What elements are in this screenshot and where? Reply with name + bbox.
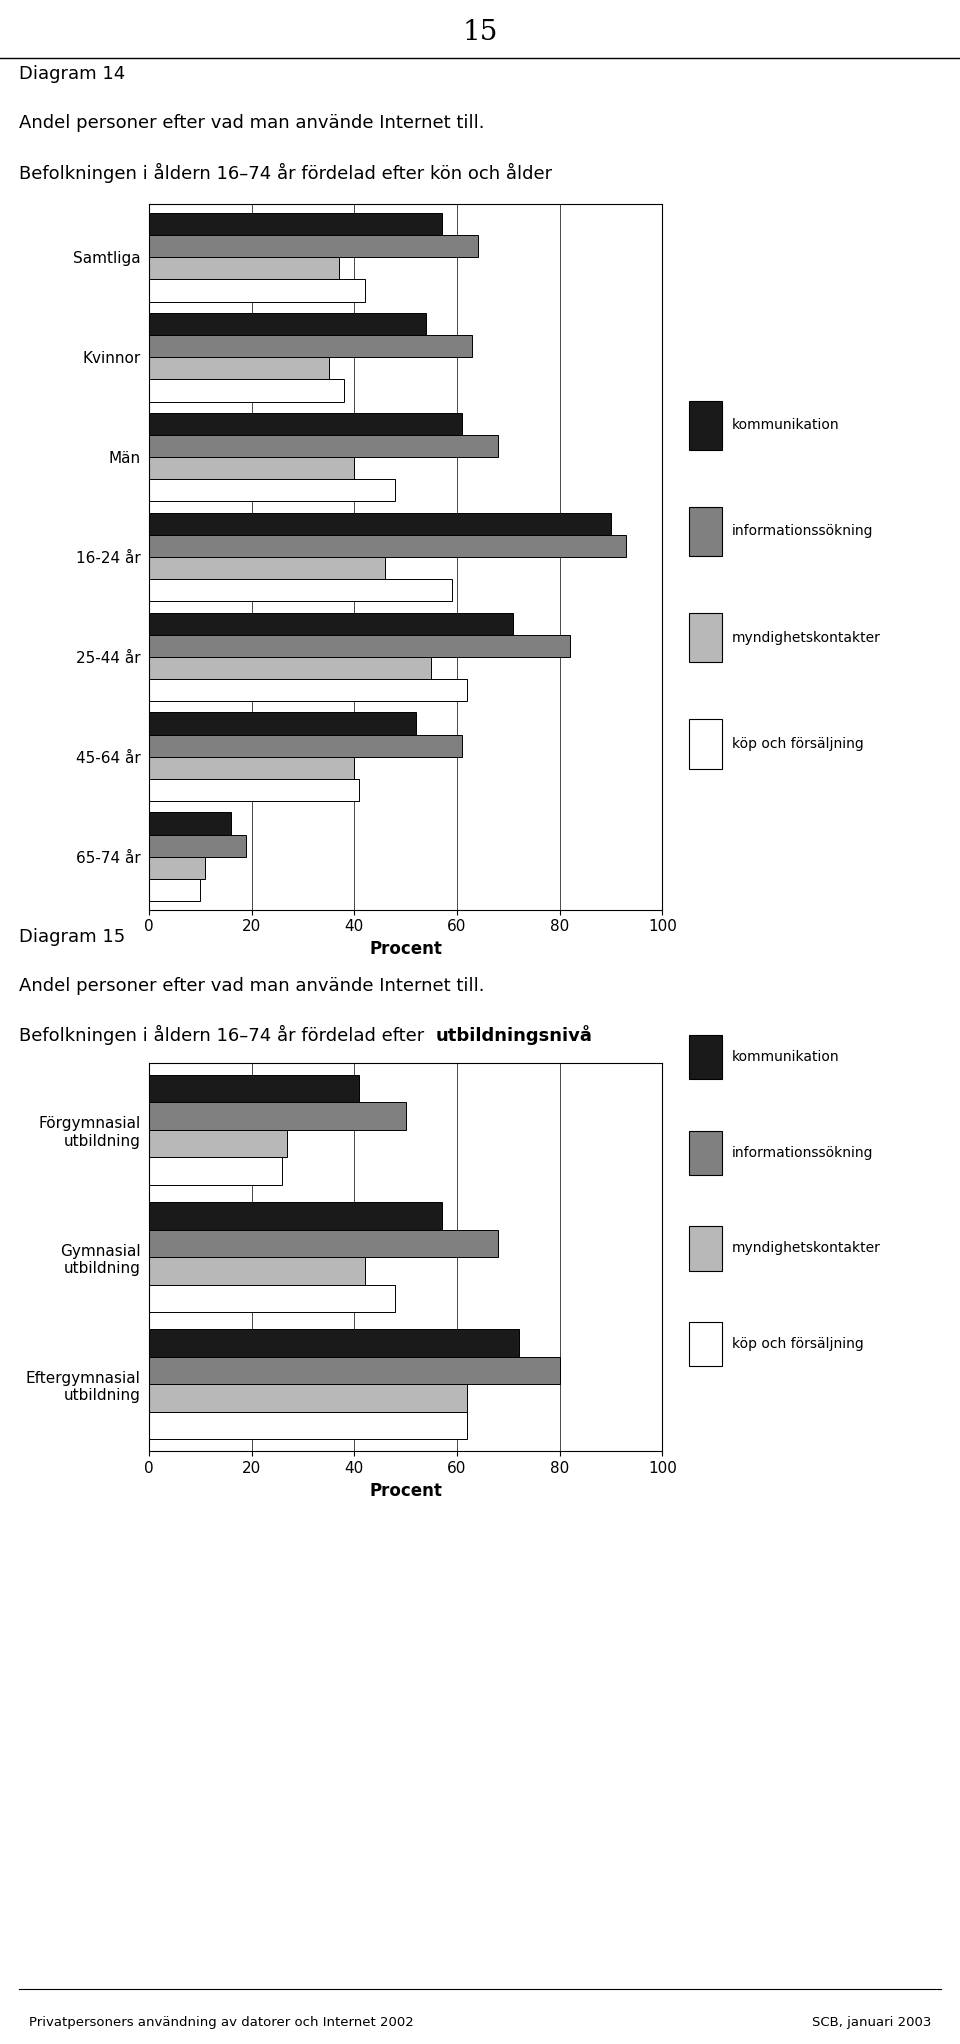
FancyBboxPatch shape: [689, 401, 722, 450]
Bar: [149, 1075, 359, 1102]
Text: Andel personer efter vad man använde Internet till.: Andel personer efter vad man använde Int…: [19, 977, 485, 995]
Text: utbildningsnivå: utbildningsnivå: [436, 1026, 592, 1044]
Bar: [149, 734, 462, 756]
Text: 15: 15: [463, 18, 497, 47]
Text: Privatpersoners användning av datorer och Internet 2002: Privatpersoners användning av datorer oc…: [29, 2015, 414, 2030]
Text: kommunikation: kommunikation: [732, 1051, 839, 1065]
Bar: [149, 811, 231, 834]
Bar: [149, 478, 396, 501]
Bar: [149, 1102, 406, 1130]
Bar: [149, 613, 514, 636]
Bar: [149, 380, 344, 401]
Bar: [149, 213, 442, 235]
Bar: [149, 1329, 518, 1357]
Bar: [149, 1384, 468, 1412]
Bar: [149, 235, 477, 258]
X-axis label: Procent: Procent: [370, 1482, 442, 1500]
Text: myndighetskontakter: myndighetskontakter: [732, 1241, 880, 1255]
Text: Andel personer efter vad man använde Internet till.: Andel personer efter vad man använde Int…: [19, 114, 485, 133]
Bar: [149, 679, 468, 701]
Bar: [149, 1230, 498, 1257]
Bar: [149, 280, 365, 303]
FancyBboxPatch shape: [689, 1226, 722, 1271]
Bar: [149, 335, 472, 358]
Text: Befolkningen i åldern 16–74 år fördelad efter: Befolkningen i åldern 16–74 år fördelad …: [19, 1026, 430, 1044]
Text: köp och försäljning: köp och försäljning: [732, 738, 863, 750]
Text: Diagram 14: Diagram 14: [19, 65, 126, 84]
Bar: [149, 1157, 282, 1186]
Bar: [149, 1412, 468, 1439]
Bar: [149, 1130, 287, 1157]
Bar: [149, 556, 385, 578]
Bar: [149, 458, 354, 478]
Text: Befolkningen i åldern 16–74 år fördelad efter kön och ålder: Befolkningen i åldern 16–74 år fördelad …: [19, 164, 552, 182]
Bar: [149, 834, 247, 856]
Bar: [149, 1257, 365, 1284]
Bar: [149, 435, 498, 458]
Bar: [149, 258, 339, 280]
FancyBboxPatch shape: [689, 1130, 722, 1175]
FancyBboxPatch shape: [689, 613, 722, 662]
FancyBboxPatch shape: [689, 1322, 722, 1365]
Text: kommunikation: kommunikation: [732, 419, 839, 431]
Bar: [149, 856, 205, 879]
FancyBboxPatch shape: [689, 719, 722, 769]
Bar: [149, 358, 328, 380]
Bar: [149, 513, 612, 536]
Bar: [149, 1357, 560, 1384]
Bar: [149, 1284, 396, 1312]
Text: informationssökning: informationssökning: [732, 525, 874, 538]
Text: SCB, januari 2003: SCB, januari 2003: [812, 2015, 931, 2030]
Bar: [149, 636, 570, 656]
Bar: [149, 313, 426, 335]
Bar: [149, 713, 416, 734]
Text: myndighetskontakter: myndighetskontakter: [732, 632, 880, 644]
Bar: [149, 578, 452, 601]
Bar: [149, 756, 354, 779]
Bar: [149, 879, 201, 901]
X-axis label: Procent: Procent: [370, 940, 442, 959]
Text: Diagram 15: Diagram 15: [19, 928, 126, 946]
Bar: [149, 779, 359, 801]
Text: köp och försäljning: köp och försäljning: [732, 1337, 863, 1351]
Bar: [149, 1202, 442, 1230]
Bar: [149, 536, 627, 556]
Bar: [149, 656, 431, 679]
Bar: [149, 413, 462, 435]
Text: informationssökning: informationssökning: [732, 1147, 874, 1159]
FancyBboxPatch shape: [689, 1034, 722, 1079]
FancyBboxPatch shape: [689, 507, 722, 556]
